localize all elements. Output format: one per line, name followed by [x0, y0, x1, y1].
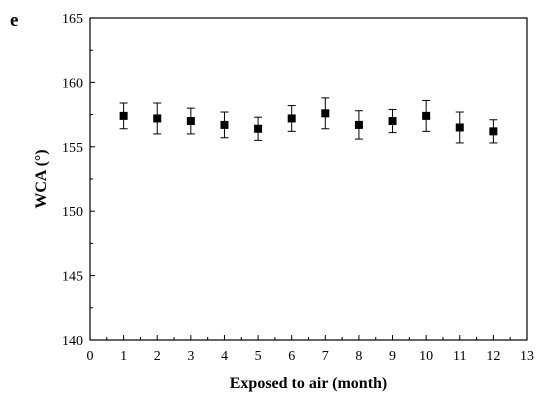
data-point [254, 124, 263, 133]
y-tick-label: 145 [62, 270, 83, 285]
x-axis-title: Exposed to air (month) [230, 375, 388, 392]
data-point [321, 109, 330, 118]
x-tick-label: 9 [389, 349, 396, 364]
x-tick-label: 10 [419, 349, 433, 364]
x-tick-label: 8 [355, 349, 362, 364]
data-point [153, 114, 162, 123]
x-tick-label: 1 [120, 349, 127, 364]
data-point [119, 111, 128, 120]
y-axis-title: WCA (°) [33, 149, 50, 208]
x-tick-label: 12 [486, 349, 500, 364]
data-point [422, 111, 431, 120]
x-tick-label: 6 [288, 349, 295, 364]
data-point [354, 120, 363, 129]
y-tick-label: 155 [62, 141, 83, 156]
y-tick-label: 150 [62, 205, 83, 220]
data-point [489, 127, 498, 136]
data-point [186, 117, 195, 126]
x-tick-label: 2 [154, 349, 161, 364]
x-tick-label: 5 [255, 349, 262, 364]
x-tick-label: 7 [322, 349, 329, 364]
x-tick-label: 4 [221, 349, 228, 364]
x-tick-label: 3 [187, 349, 194, 364]
panel-label: e [10, 10, 18, 31]
y-tick-label: 160 [62, 76, 83, 91]
plot-frame [89, 17, 528, 341]
y-tick-label: 140 [62, 334, 83, 349]
x-tick-label: 13 [520, 349, 534, 364]
data-point [455, 123, 464, 132]
y-tick-label: 165 [62, 12, 83, 27]
data-point [388, 117, 397, 126]
x-tick-label: 11 [453, 349, 466, 364]
data-point [287, 114, 296, 123]
x-tick-label: 0 [87, 349, 94, 364]
data-point [220, 120, 229, 129]
